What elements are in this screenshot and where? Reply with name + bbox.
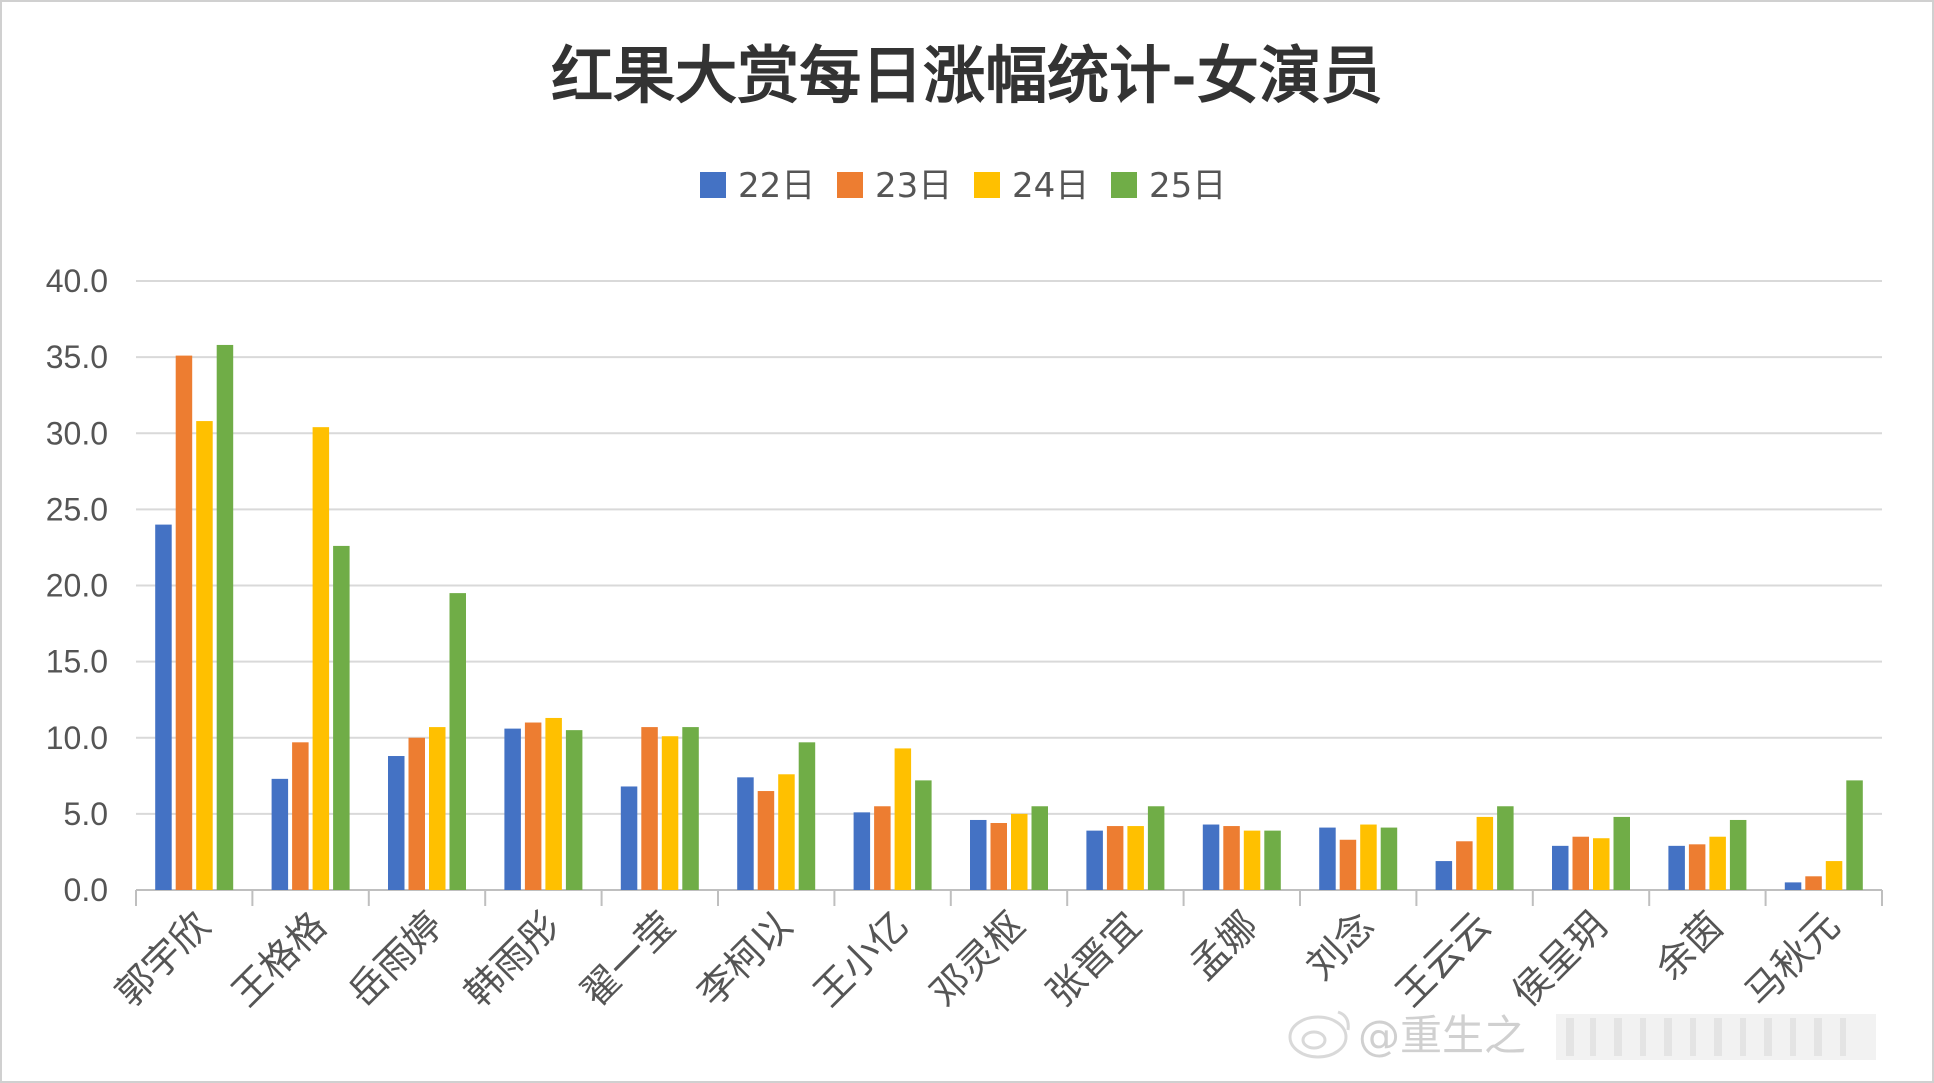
bar — [1360, 824, 1377, 890]
y-tick-label: 0.0 — [64, 872, 108, 908]
bar — [565, 730, 583, 890]
legend: 22日 23日 24日 25日 — [700, 166, 1226, 206]
bar — [1572, 836, 1589, 890]
bar — [1202, 824, 1220, 890]
legend-swatch — [700, 172, 726, 198]
y-tick-label: 5.0 — [64, 796, 108, 832]
watermark-blur — [1556, 1014, 1876, 1060]
gridlines — [135, 280, 1883, 906]
bar — [1264, 830, 1281, 890]
legend-label: 24日 — [1012, 166, 1089, 206]
bar — [408, 737, 425, 890]
y-tick-label: 35.0 — [46, 339, 108, 375]
watermark-text: @重生之 — [1358, 1011, 1526, 1060]
legend-swatch — [974, 172, 1000, 198]
bar — [1147, 806, 1165, 890]
chart-title: 红果大赏每日涨幅统计-女演员 — [551, 39, 1383, 112]
y-tick-label: 10.0 — [46, 720, 108, 756]
legend-swatch — [837, 172, 863, 198]
bar — [1552, 845, 1569, 890]
bar — [1709, 836, 1726, 890]
bar — [778, 774, 795, 890]
bar — [1106, 826, 1124, 890]
legend-label: 23日 — [875, 166, 952, 206]
bar — [1846, 780, 1863, 890]
bar — [1456, 841, 1473, 890]
bar — [196, 421, 213, 890]
bar — [1223, 826, 1240, 890]
bar — [1243, 830, 1261, 890]
watermark: @重生之 — [1288, 1010, 1876, 1060]
bar — [175, 355, 193, 890]
bar — [1339, 839, 1357, 890]
bar — [874, 806, 891, 890]
bar — [312, 427, 330, 890]
bar — [970, 819, 987, 890]
bar — [333, 545, 350, 890]
bar — [1127, 826, 1144, 890]
y-tick-label: 30.0 — [46, 415, 108, 451]
bar — [1476, 816, 1494, 890]
bar — [737, 777, 754, 890]
y-tick-label: 25.0 — [46, 491, 108, 527]
bar — [641, 727, 658, 890]
legend-swatch — [1111, 172, 1137, 198]
y-axis-ticks: 0.0 5.0 10.0 15.0 20.0 25.0 30.0 35.0 40.0 — [46, 263, 108, 908]
bar — [429, 727, 446, 890]
bar — [1593, 838, 1610, 890]
bar — [1086, 830, 1103, 890]
bar — [545, 717, 562, 890]
bar — [661, 736, 679, 890]
bar — [292, 742, 309, 890]
bar — [155, 524, 172, 890]
y-tick-label: 40.0 — [46, 263, 108, 299]
bar — [1729, 819, 1747, 890]
bar — [915, 780, 932, 890]
bar — [1497, 806, 1514, 890]
bar — [990, 823, 1007, 890]
bar — [1435, 861, 1453, 890]
bar — [504, 728, 521, 890]
bar — [524, 722, 542, 890]
bar — [1319, 827, 1336, 890]
bar — [757, 791, 775, 890]
bar — [1784, 882, 1802, 890]
bar — [1688, 844, 1706, 890]
bars — [155, 344, 1863, 890]
bar — [1380, 827, 1398, 890]
bar — [1668, 845, 1685, 890]
bar — [798, 742, 816, 890]
weibo-logo-icon — [1288, 1010, 1350, 1059]
bar — [388, 756, 405, 890]
bar — [216, 344, 234, 890]
bar — [682, 727, 699, 890]
y-tick-label: 15.0 — [46, 644, 108, 680]
bar — [894, 748, 912, 890]
bar — [1805, 876, 1822, 890]
y-tick-label: 20.0 — [46, 568, 108, 604]
bar — [1613, 816, 1630, 890]
bar — [853, 812, 871, 890]
bar — [620, 786, 638, 890]
legend-label: 25日 — [1149, 166, 1226, 206]
bar — [1011, 813, 1028, 890]
legend-label: 22日 — [738, 166, 815, 206]
bar — [1031, 806, 1048, 890]
bar — [449, 593, 466, 890]
bar — [271, 778, 289, 890]
bar — [1825, 861, 1843, 890]
